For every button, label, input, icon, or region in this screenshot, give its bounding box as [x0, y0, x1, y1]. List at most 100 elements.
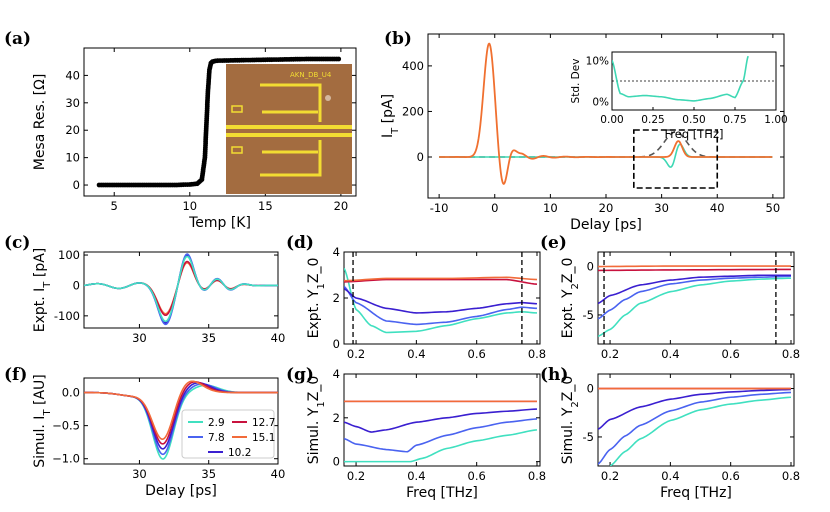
- y-axis-label: Expt. IT [pA]: [32, 248, 53, 333]
- chip-photo-inset: AKN_DB_U4: [226, 64, 352, 194]
- y-tick-label: 0: [587, 260, 594, 274]
- trace-2-9K: [344, 429, 538, 463]
- x-axis-label: Freq [THz]: [406, 485, 478, 501]
- y-tick-label: 0: [587, 382, 594, 396]
- electrode-top: [260, 83, 322, 122]
- x-tick-label: 15: [258, 199, 273, 213]
- panel-label: (d): [286, 233, 314, 253]
- y-tick-label: 40: [65, 68, 80, 82]
- y-tick-label: 10: [65, 151, 80, 165]
- trace-7-8K: [344, 285, 538, 326]
- trace-7-8K: [598, 391, 792, 465]
- x-tick-label: 35: [201, 331, 216, 345]
- panel-a: 5 10 15 20 0 10 20 30 40 Temp [K] Mesa Res. [Ω] (a)…: [4, 29, 357, 231]
- trace-10-2K: [344, 288, 538, 314]
- trace-2-9K: [609, 396, 792, 466]
- inset-x-tick-label: 0.50: [682, 114, 705, 126]
- y-axis-label: Simul. Y2Z_0: [560, 376, 581, 465]
- legend-label: 10.2: [228, 447, 251, 459]
- x-tick-label: 0.6: [468, 469, 486, 483]
- x-tick-label: 0.4: [661, 469, 679, 483]
- trace-2-9K: [598, 277, 791, 338]
- x-tick-label: 30: [132, 331, 147, 345]
- x-tick-label: 0.6: [468, 347, 486, 361]
- y-tick-label: 2: [333, 411, 340, 425]
- plot-frame: [83, 47, 357, 197]
- plot-frame: [343, 373, 541, 467]
- panel-label: (a): [4, 29, 31, 49]
- x-tick-label: 0.6: [722, 469, 740, 483]
- panel-e: 0.2 0.4 0.6 0.8 -5 0 Expt. Y2Z_0 (e): [540, 233, 800, 361]
- legend-label: 12.7: [252, 417, 275, 429]
- y-tick-label: -5: [583, 430, 594, 444]
- simulated-trace: [438, 143, 773, 168]
- y-tick-label: -100: [54, 309, 80, 323]
- x-tick-label: 0.2: [347, 347, 365, 361]
- y-axis-label: Mesa Res. [Ω]: [32, 74, 48, 171]
- x-tick-label: 40: [271, 331, 286, 345]
- trace-7-8K: [598, 275, 791, 320]
- inset-x-tick-label: 1.00: [764, 114, 787, 126]
- inset-x-axis-label: Freq [THz]: [665, 127, 724, 141]
- y-tick-label: 0.0: [62, 386, 80, 400]
- trace-7-8K: [344, 418, 538, 453]
- panel-c: 30 35 40 -100 0 100 Expt. IT [pA](c): [4, 233, 285, 345]
- y-tick-label: −0.5: [52, 419, 80, 433]
- plot-frame: [597, 373, 795, 467]
- x-axis-label: Delay [ps]: [145, 483, 217, 499]
- x-tick-label: 50: [766, 201, 781, 215]
- trace-2-9K: [84, 255, 278, 323]
- plot-frame: [597, 251, 795, 345]
- y-tick-label: -5: [583, 308, 594, 322]
- y-axis-label: Simul. Y1Z_0: [306, 376, 327, 465]
- x-tick-label: 40: [710, 201, 725, 215]
- y-axis-label: Expt. Y2Z_0: [560, 258, 581, 339]
- dust-spot: [325, 95, 331, 101]
- y-tick-label: 0: [73, 178, 80, 192]
- x-axis-label: Delay [ps]: [570, 217, 642, 233]
- y-tick-label: −1.0: [52, 452, 80, 466]
- panel-b: -10 0 10 20 30 40 50 0 200 400 Delay [ps] IT [pA] (b…: [380, 29, 788, 233]
- y-axis-label: Simul. IT [AU]: [32, 374, 53, 468]
- y-tick-label: 0: [73, 278, 80, 292]
- trace-10-2K: [84, 254, 278, 324]
- transmission-line: [226, 125, 352, 129]
- data-point: [336, 56, 342, 62]
- y-tick-label: 4: [333, 367, 340, 381]
- plot-frame: [343, 251, 541, 345]
- panel-g: 0.2 0.4 0.6 0.8 0 2 4 Freq [THz] Simul. Y1Z_0(g): [286, 365, 546, 501]
- x-tick-label: 35: [201, 467, 216, 481]
- y-tick-label: 400: [402, 59, 424, 73]
- y-tick-label: 0: [333, 455, 340, 469]
- contact-pad: [231, 146, 243, 154]
- legend: 2.9 7.810.2 12.7 15.1: [181, 409, 275, 459]
- inset-y-axis-label: Std. Dev: [570, 59, 582, 104]
- transmission-line: [226, 133, 352, 137]
- x-tick-label: 20: [334, 199, 349, 213]
- x-axis-label: Freq [THz]: [660, 485, 732, 501]
- panel-label: (g): [286, 365, 314, 385]
- inset-x-tick-label: 0.75: [723, 114, 746, 126]
- x-tick-label: 0: [491, 201, 498, 215]
- x-tick-label: 20: [599, 201, 614, 215]
- y-tick-label: 200: [402, 104, 424, 118]
- trace-10-2K: [344, 408, 538, 433]
- trace-10-2K: [598, 274, 791, 305]
- y-tick-label: 30: [65, 96, 80, 110]
- x-tick-label: -10: [430, 201, 449, 215]
- y-axis-label: Expt. Y1Z_0: [306, 258, 327, 339]
- inset-x-tick-label: 0.00: [600, 114, 623, 126]
- panel-label: (b): [384, 29, 412, 49]
- panel-label: (f): [4, 365, 27, 385]
- trace-7-8K: [84, 253, 278, 326]
- x-tick-label: 0.4: [661, 347, 679, 361]
- x-tick-label: 10: [182, 199, 197, 213]
- panel-label: (c): [4, 233, 30, 253]
- std-dev-trace: [612, 55, 749, 102]
- x-tick-label: 30: [132, 467, 147, 481]
- y-tick-label: 4: [333, 245, 340, 259]
- x-tick-label: 0.8: [528, 347, 546, 361]
- chip-label: AKN_DB_U4: [290, 71, 332, 79]
- panel-d: 0.2 0.4 0.6 0.8 0 2 4 Expt. Y1Z_0 (d): [286, 233, 546, 361]
- x-tick-label: 0.2: [601, 469, 619, 483]
